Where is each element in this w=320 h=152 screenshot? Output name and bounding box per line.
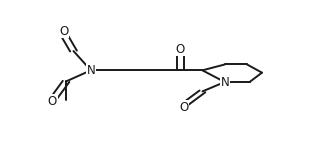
Text: O: O	[48, 95, 57, 108]
Text: N: N	[220, 76, 229, 88]
Text: O: O	[175, 43, 185, 56]
Text: O: O	[179, 101, 188, 114]
Text: O: O	[59, 25, 68, 38]
Text: N: N	[86, 64, 95, 77]
